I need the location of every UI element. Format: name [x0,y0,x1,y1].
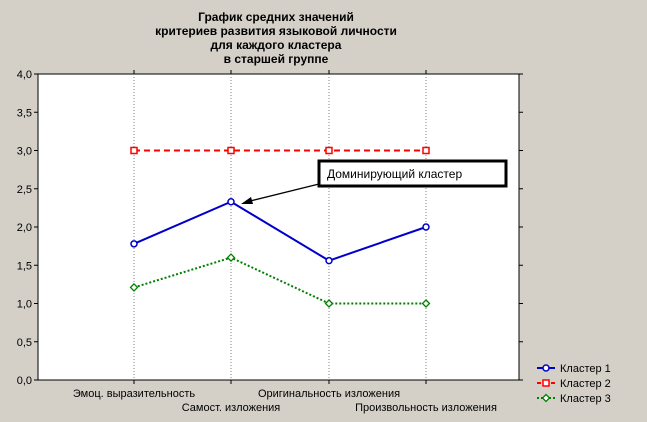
annotation-text: Доминирующий кластер [327,167,462,181]
y-tick-label: 1,0 [17,299,32,311]
series-3-point-3 [324,299,334,308]
x-axis: Эмоц. выразительность Самост. изложения Ор… [73,70,497,414]
title-line-3: для каждого кластера [211,38,342,52]
series-1-point-2 [227,198,235,206]
series-2-point-4 [422,146,430,155]
series-layer [129,146,431,308]
series-2-point-2 [227,146,235,155]
dominant-cluster-annotation: Доминирующий кластер [241,159,508,204]
series-2 [130,146,430,155]
annotation-arrowhead [241,197,253,204]
legend-marker-3 [541,393,551,403]
y-tick-label: 3,0 [17,146,32,158]
chart-title: График средних значений критериев развит… [155,10,397,66]
y-tick-label: 2,5 [17,184,32,196]
annotation-box [317,159,508,188]
x-tick-label: Произвольность изложения [355,402,497,414]
series-3-point-1 [129,283,139,292]
y-tick-label: 0,5 [17,337,32,349]
series-3-point-4 [421,299,431,308]
x-tick-label: Самост. изложения [182,402,281,414]
series-1-line [133,200,427,262]
legend-marker-2 [542,379,550,387]
legend-label-1: Кластер 1 [560,363,611,375]
y-axis: 0,0 0,5 1,0 1,5 2,0 2,5 3,0 3,5 4,0 [17,69,523,387]
series-2-point-3 [325,146,333,155]
title-line-1: График средних значений [198,10,354,24]
title-line-2: критериев развития языковой личности [155,24,397,38]
series-3 [129,253,431,308]
series-1-point-4 [422,223,430,231]
plot-area [37,73,520,381]
legend-label-2: Кластер 2 [560,378,611,390]
legend-marker-1 [542,364,550,372]
series-1 [130,198,430,265]
y-tick-label: 2,0 [17,222,32,234]
x-tick-label: Эмоц. выразительность [73,388,195,400]
y-tick-label: 3,5 [17,107,32,119]
y-tick-label: 4,0 [17,69,32,81]
series-3-point-2 [226,253,236,263]
y-tick-label: 0,0 [17,375,32,387]
title-line-4: в старшей группе [224,52,329,66]
series-2-point-1 [130,146,138,155]
legend: Кластер 1 Кластер 2 Кластер 3 [537,363,611,405]
annotation-arrow-line [245,183,320,203]
y-tick-label: 1,5 [17,260,32,272]
x-tick-label: Оригинальность изложения [258,388,400,400]
series-1-point-3 [325,256,333,265]
series-1-point-1 [130,240,138,248]
legend-label-3: Кластер 3 [560,393,611,405]
